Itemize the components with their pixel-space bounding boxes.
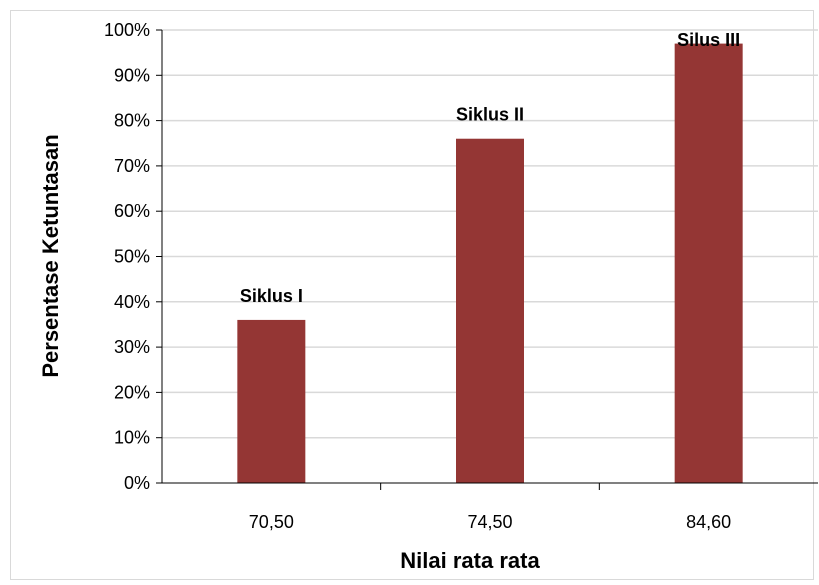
data-label: Silus III [677,30,740,50]
y-tick-labels: 0% 10% 20% 30% 40% 50% 60% 70% 80% 90% 100% [104,20,150,493]
y-tick-label: 30% [114,337,150,357]
y-tick-label: 70% [114,156,150,176]
y-tick-label: 90% [114,65,150,85]
bar [675,44,743,483]
y-tick-label: 40% [114,292,150,312]
bar [456,139,524,483]
y-tick-label: 0% [124,473,150,493]
x-tick-label: 70,50 [249,512,294,532]
data-label: Siklus I [240,286,303,306]
y-tick-label: 50% [114,247,150,267]
y-tick-label: 80% [114,111,150,131]
data-label: Siklus II [456,105,524,125]
y-tick-label: 60% [114,201,150,221]
y-tick-label: 10% [114,428,150,448]
x-tick-labels: 70,50 74,50 84,60 [249,512,731,532]
y-tick-label: 100% [104,20,150,40]
x-tick-label: 84,60 [686,512,731,532]
y-tick-label: 20% [114,382,150,402]
x-axis-title: Nilai rata rata [400,548,540,573]
y-axis-title: Persentase Ketuntasan [38,134,63,377]
bar [237,320,305,483]
x-tick-label: 74,50 [467,512,512,532]
